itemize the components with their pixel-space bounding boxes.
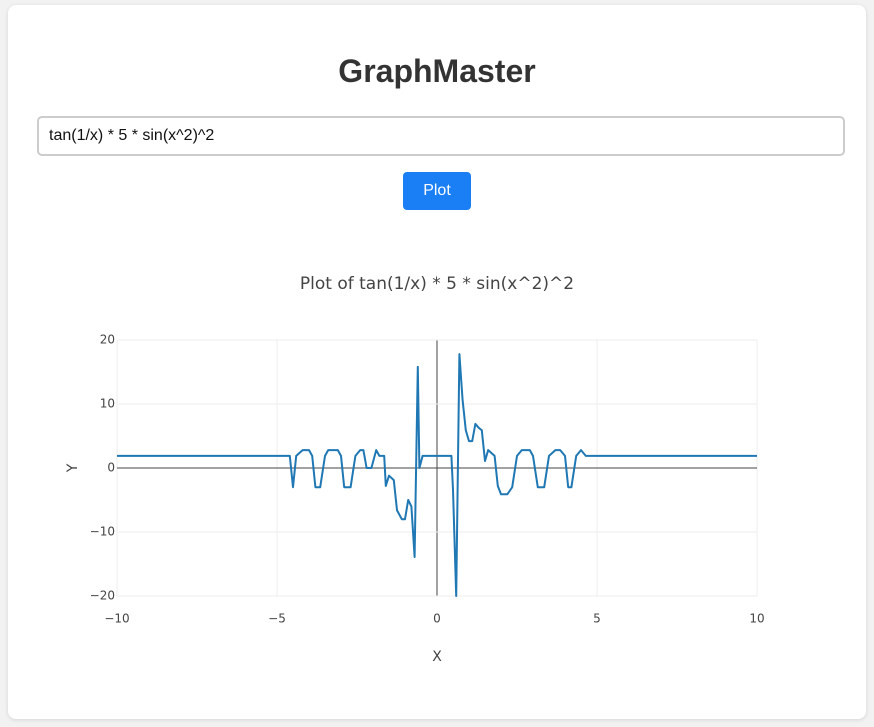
data-line: [117, 353, 757, 597]
x-tick-label: −10: [104, 612, 129, 626]
x-tick-label: −5: [268, 612, 286, 626]
chart-title: Plot of tan(1/x) * 5 * sin(x^2)^2: [300, 274, 574, 294]
y-tick-label: 10: [100, 397, 115, 411]
app-title: GraphMaster: [338, 53, 536, 89]
y-tick-label: 0: [107, 461, 115, 475]
function-input[interactable]: tan(1/x) * 5 * sin(x^2)^2: [37, 116, 845, 156]
y-axis-title: Y: [65, 463, 81, 473]
x-tick-label: 10: [749, 612, 764, 626]
y-tick-label: −10: [90, 525, 115, 539]
y-tick-label: −20: [90, 589, 115, 603]
x-tick-label: 0: [433, 612, 441, 626]
plot-button[interactable]: Plot: [403, 172, 471, 210]
x-axis-title: X: [432, 649, 442, 665]
x-tick-label: 5: [593, 612, 601, 626]
y-tick-label: 20: [100, 333, 115, 347]
